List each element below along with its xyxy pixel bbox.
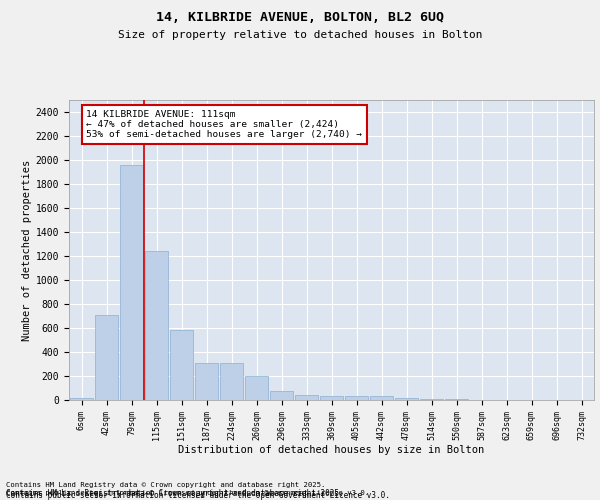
Bar bbox=[220, 364, 243, 400]
Bar bbox=[270, 391, 293, 400]
Y-axis label: Number of detached properties: Number of detached properties bbox=[22, 160, 32, 340]
Text: Contains HM Land Registry data © Crown copyright and database right 2025.: Contains HM Land Registry data © Crown c… bbox=[6, 488, 344, 498]
Bar bbox=[95, 315, 118, 400]
Bar bbox=[395, 398, 418, 400]
X-axis label: Distribution of detached houses by size in Bolton: Distribution of detached houses by size … bbox=[178, 446, 485, 456]
Bar bbox=[170, 330, 193, 400]
Text: Contains HM Land Registry data © Crown copyright and database right 2025.: Contains HM Land Registry data © Crown c… bbox=[6, 482, 325, 488]
Bar bbox=[445, 398, 468, 400]
Text: 14 KILBRIDE AVENUE: 111sqm
← 47% of detached houses are smaller (2,424)
53% of s: 14 KILBRIDE AVENUE: 111sqm ← 47% of deta… bbox=[86, 110, 362, 140]
Text: 14, KILBRIDE AVENUE, BOLTON, BL2 6UQ: 14, KILBRIDE AVENUE, BOLTON, BL2 6UQ bbox=[156, 11, 444, 24]
Text: Contains public sector information licensed under the Open Government Licence v3: Contains public sector information licen… bbox=[6, 490, 369, 496]
Bar bbox=[370, 396, 393, 400]
Bar bbox=[295, 394, 318, 400]
Bar bbox=[70, 398, 93, 400]
Bar bbox=[320, 396, 343, 400]
Bar bbox=[345, 396, 368, 400]
Bar bbox=[245, 376, 268, 400]
Bar bbox=[195, 364, 218, 400]
Text: Contains public sector information licensed under the Open Government Licence v3: Contains public sector information licen… bbox=[6, 491, 390, 500]
Bar bbox=[120, 165, 143, 400]
Bar bbox=[145, 251, 168, 400]
Text: Size of property relative to detached houses in Bolton: Size of property relative to detached ho… bbox=[118, 30, 482, 40]
